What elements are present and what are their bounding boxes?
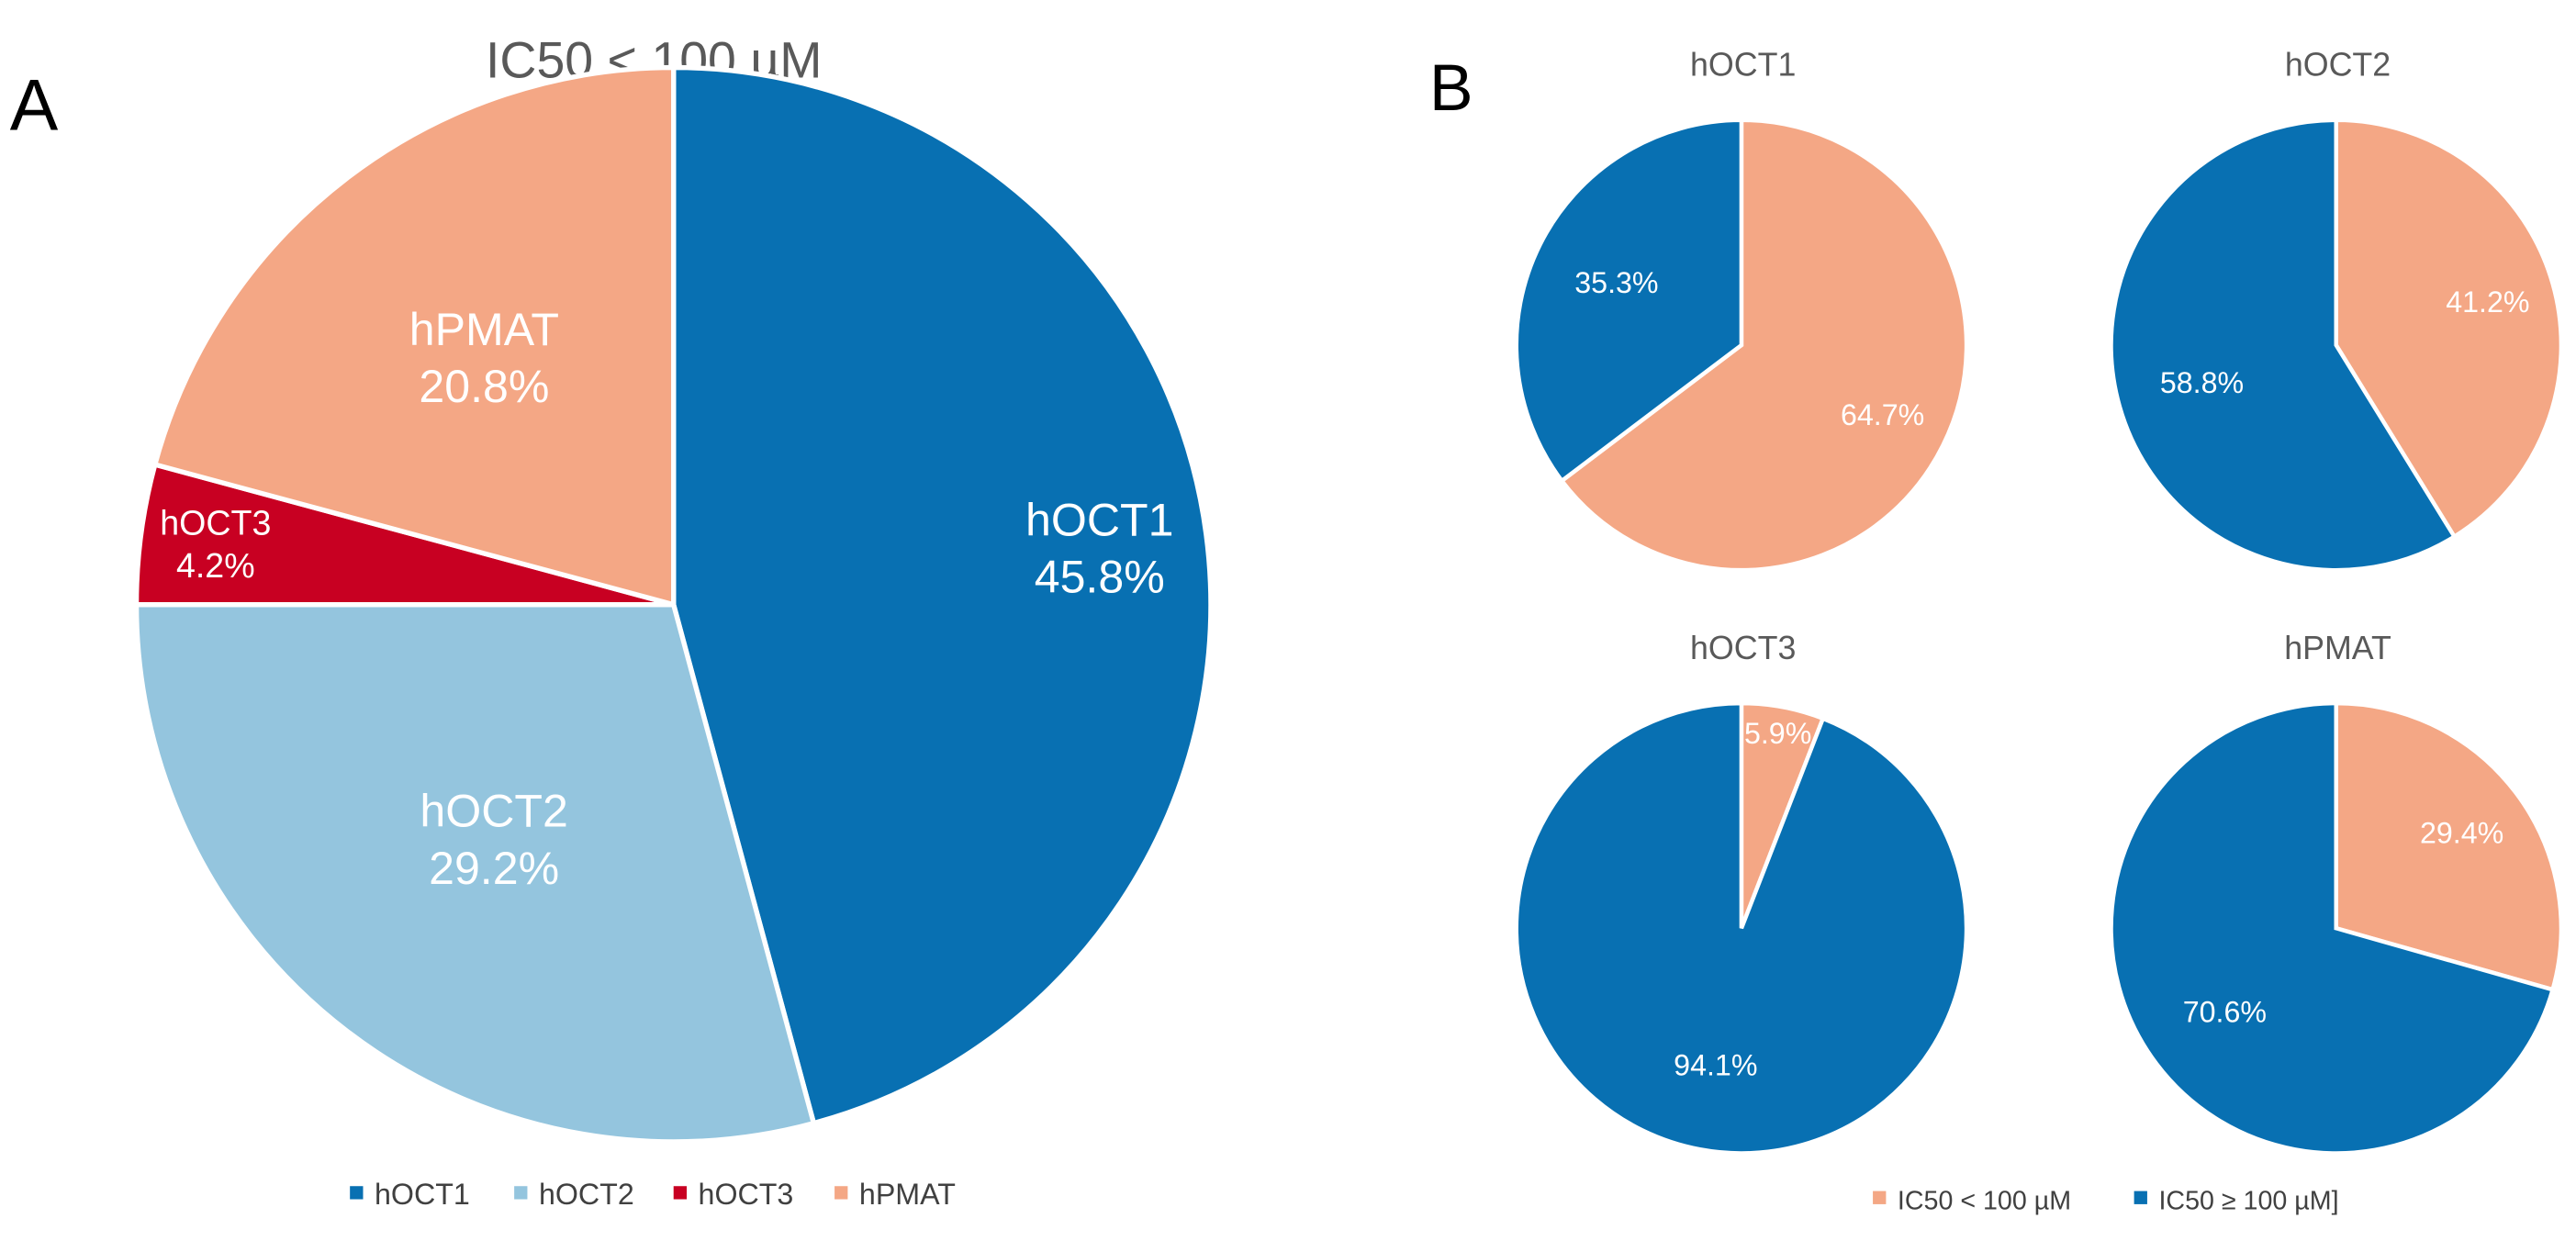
legend-overall: hOCT1 hOCT2 hOCT3 hPMAT xyxy=(350,1178,956,1211)
chart-title-hoct2: hOCT2 xyxy=(2285,47,2391,84)
panel-label-a: A xyxy=(10,65,59,146)
panel-label-b: B xyxy=(1429,51,1473,125)
slice-value-label-hpmat-below-100: 29.4% xyxy=(2420,817,2503,850)
legend-swatch-hoct3 xyxy=(673,1186,688,1200)
legend-ic50: IC50 < 100 µM IC50 ≥ 100 µM] xyxy=(1873,1186,2339,1215)
pie-slice-hpmat-above-100 xyxy=(2109,700,2556,1156)
pie-slice-hoct2 xyxy=(133,602,817,1145)
slice-value-label-hoct3-above-100: 94.1% xyxy=(1674,1048,1757,1081)
legend-label-hoct2: hOCT2 xyxy=(539,1178,634,1211)
legend-swatch-above-100 xyxy=(2134,1191,2147,1204)
slice-name-label-hoct2: hOCT2 xyxy=(420,786,567,837)
pie-chart-hoct1: hOCT1 64.7% 35.3% xyxy=(1514,47,1969,573)
pie-slice-hoct2-above-100 xyxy=(2109,117,2458,573)
pie-labels-hpmat: 29.4% 70.6% xyxy=(2183,817,2504,1029)
pie-slice-hpmat-below-100 xyxy=(2334,700,2564,992)
legend-label-hoct1: hOCT1 xyxy=(375,1178,470,1211)
pie-chart-overall: IC50 < 100 µM hOCT145.8%hOCT229.2%hOCT34… xyxy=(133,31,1214,1211)
legend-swatch-hoct2 xyxy=(514,1186,528,1200)
pie-chart-hoct2: hOCT2 41.2% 58.8% xyxy=(2109,47,2564,573)
chart-title-hoct3: hOCT3 xyxy=(1690,630,1796,666)
pie-chart-hoct3: hOCT3 5.9% 94.1% xyxy=(1514,630,1969,1156)
chart-title-hpmat: hPMAT xyxy=(2284,630,2391,666)
pie-slices-overall xyxy=(133,64,1214,1145)
pie-slices-hoct3 xyxy=(1514,700,1969,1156)
pie-slice-hoct3-above-100 xyxy=(1514,700,1969,1156)
pie-slices-hpmat xyxy=(2109,700,2564,1156)
legend-swatch-hpmat xyxy=(834,1186,848,1200)
chart-title-hoct1: hOCT1 xyxy=(1690,47,1796,84)
pie-labels-hoct2: 41.2% 58.8% xyxy=(2160,285,2530,399)
slice-value-label-hoct1-below-100: 64.7% xyxy=(1841,398,1924,431)
slice-value-label-hoct3: 4.2% xyxy=(176,546,255,585)
pie-chart-hpmat: hPMAT 29.4% 70.6% xyxy=(2109,630,2564,1156)
slice-value-label-hoct2-below-100: 41.2% xyxy=(2446,285,2529,319)
slice-value-label-hoct2-above-100: 58.8% xyxy=(2160,366,2244,399)
legend-label-above-100: IC50 ≥ 100 µM] xyxy=(2158,1186,2338,1215)
legend-label-hpmat: hPMAT xyxy=(859,1178,956,1211)
pie-labels-hoct3: 5.9% 94.1% xyxy=(1674,717,1811,1081)
legend-label-hoct3: hOCT3 xyxy=(699,1178,794,1211)
legend-swatch-below-100 xyxy=(1873,1191,1887,1204)
pie-labels-hoct1: 64.7% 35.3% xyxy=(1574,266,1924,431)
slice-value-label-hpmat: 20.8% xyxy=(419,361,549,412)
slice-value-label-hoct2: 29.2% xyxy=(429,843,559,894)
pie-slice-hoct1 xyxy=(671,64,1214,1126)
legend-label-below-100: IC50 < 100 µM xyxy=(1898,1186,2071,1215)
pie-slices-hoct1 xyxy=(1514,117,1969,573)
pie-slices-hoct2 xyxy=(2109,117,2564,573)
slice-name-label-hoct3: hOCT3 xyxy=(160,503,271,542)
slice-name-label-hpmat: hPMAT xyxy=(409,304,559,355)
legend-swatch-hoct1 xyxy=(350,1186,364,1200)
pie-labels-overall: hOCT1 45.8% hOCT2 29.2% hOCT3 4.2% hPMAT 20.8% xyxy=(160,304,1173,894)
pie-slice-hpmat xyxy=(151,64,677,609)
slice-name-label-hoct1: hOCT1 xyxy=(1025,495,1173,546)
slice-value-label-hpmat-above-100: 70.6% xyxy=(2183,996,2267,1029)
pie-slice-hoct1-above-100 xyxy=(1514,117,1744,484)
pie-slice-hoct1-below-100 xyxy=(1559,117,1969,573)
slice-value-label-hoct3-below-100: 5.9% xyxy=(1744,717,1811,750)
slice-value-label-hoct1-above-100: 35.3% xyxy=(1574,266,1658,299)
slice-value-label-hoct1: 45.8% xyxy=(1035,552,1165,603)
